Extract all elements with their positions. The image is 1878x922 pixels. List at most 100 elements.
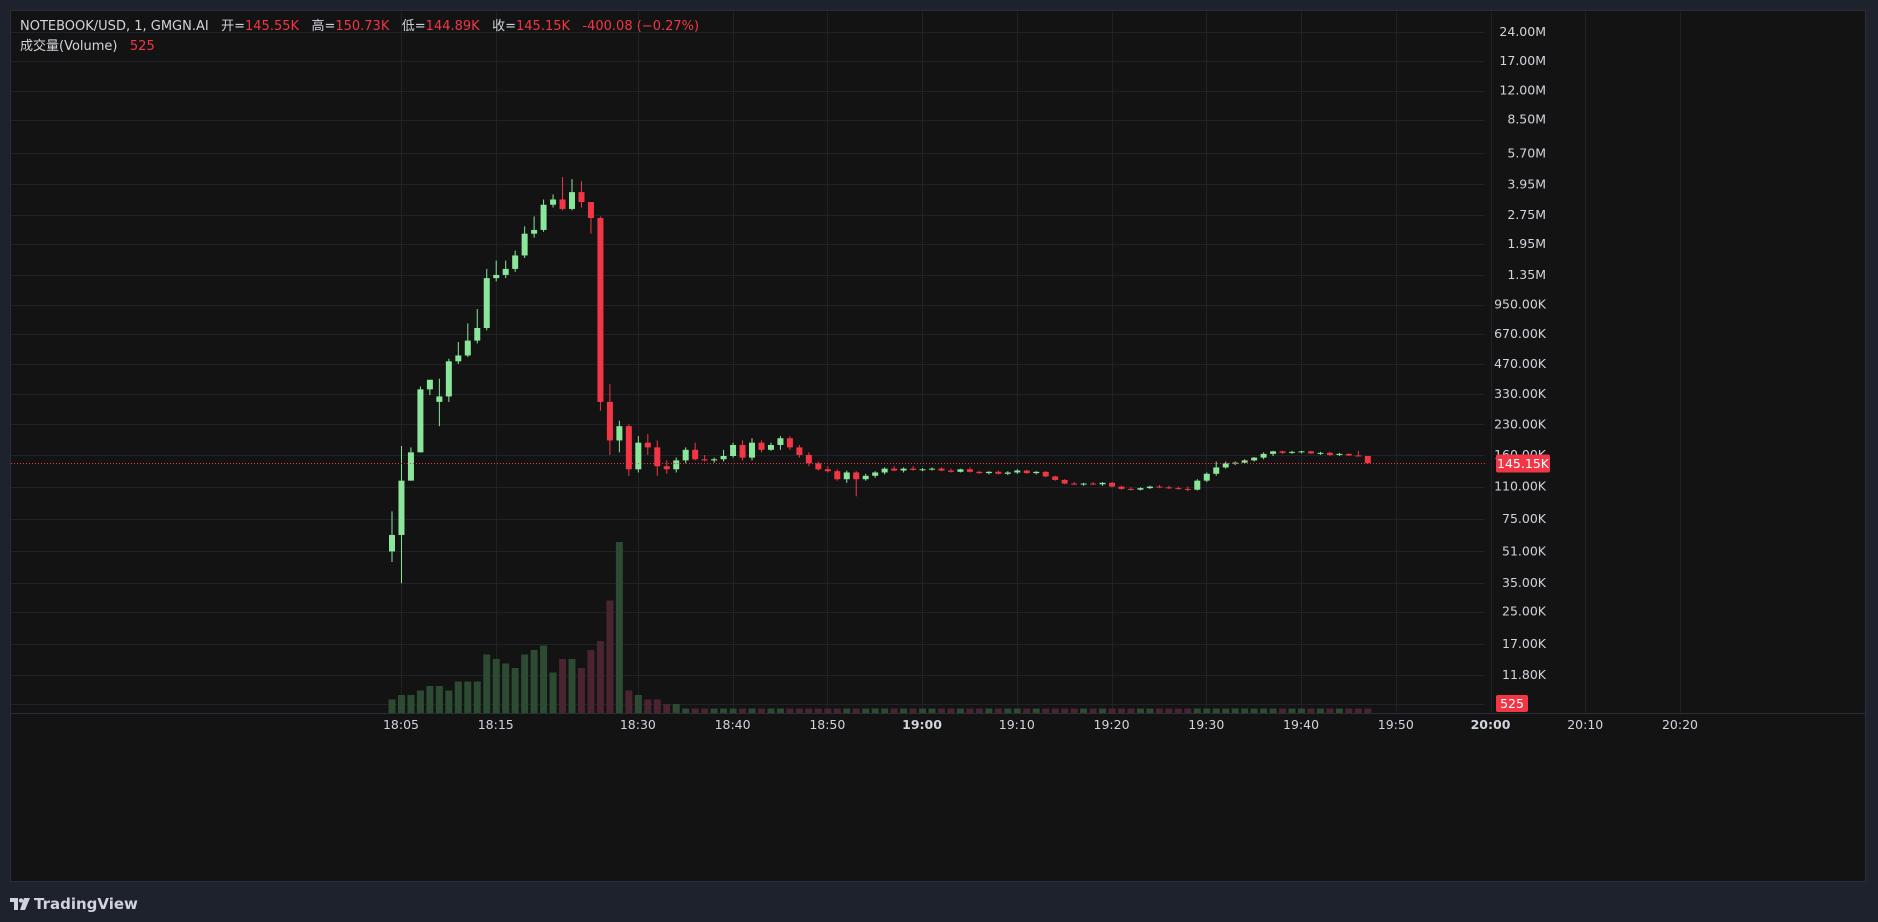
time-tick-label: 19:40 [1283, 717, 1319, 732]
volume-bar [1042, 708, 1050, 713]
candle-body [597, 217, 604, 402]
volume-bar [1231, 708, 1239, 713]
volume-bar [814, 708, 822, 713]
candle-body [1090, 483, 1097, 485]
ohlc-row: NOTEBOOK/USD, 1, GMGN.AI 开=145.55K 高=150… [20, 17, 699, 37]
price-tick-label: 11.80K [1502, 667, 1547, 682]
candle-body [587, 202, 594, 218]
volume-bar [1023, 708, 1031, 713]
volume-bar [1222, 708, 1230, 713]
candle-body [663, 466, 670, 470]
candle-body [692, 449, 699, 460]
volume-label[interactable]: 成交量(Volume) [20, 39, 118, 54]
chart-canvas[interactable]: 24.00M 17.00M 12.00M 8.50M 5.70M 3.95M 2.75M 1.… [11, 11, 1866, 882]
volume-bar [549, 672, 557, 713]
candle-body [1270, 451, 1277, 454]
candle-body [502, 268, 509, 275]
candle-body [1014, 470, 1021, 473]
volume-bar [1080, 708, 1088, 713]
change-value: -400.08 (−0.27%) [582, 19, 700, 34]
volume-bar [871, 708, 879, 713]
candle-body [777, 438, 784, 445]
symbol-title[interactable]: NOTEBOOK/USD, 1, GMGN.AI [20, 19, 209, 34]
volume-bar [568, 659, 576, 713]
candle-body [1184, 488, 1191, 490]
low-label: 低= [401, 19, 426, 34]
volume-bar [1316, 708, 1324, 713]
candle-body [1345, 453, 1352, 456]
time-axis[interactable]: 18:05 18:15 18:30 18:40 18:50 19:00 19:10 19:20… [11, 713, 1866, 733]
volume-badge-text: 525 [1500, 696, 1524, 711]
volume-bar [928, 708, 936, 713]
candle-body [1279, 451, 1286, 453]
volume-bar [966, 708, 974, 713]
volume-bar [1241, 708, 1249, 713]
volume-bar [464, 681, 472, 713]
time-tick-label: 19:20 [1094, 717, 1130, 732]
volume-bar [1335, 708, 1343, 713]
candle-body [389, 534, 395, 552]
volume-bar [426, 686, 434, 713]
candle-body [578, 192, 585, 203]
volume-bar [1298, 708, 1306, 713]
price-tick-label: 230.00K [1494, 416, 1547, 431]
candle-body [1251, 457, 1258, 461]
price-tick-label: 25.00K [1502, 604, 1547, 619]
candle-body [985, 471, 992, 474]
candle-body [1298, 451, 1305, 453]
volume-bar [388, 699, 396, 713]
volume-bar [739, 708, 747, 713]
volume-bar [559, 659, 567, 713]
volume-bar [720, 708, 728, 713]
volume-bar [1127, 708, 1135, 713]
candle-body [426, 379, 433, 390]
brand-name: TradingView [34, 895, 138, 913]
volume-bar [492, 659, 500, 713]
candle-body [1336, 453, 1343, 455]
volume-bar [1070, 708, 1078, 713]
candle-body [474, 327, 481, 341]
candle-body [569, 192, 576, 209]
candle-body [1109, 482, 1116, 487]
volume-bar [663, 704, 671, 713]
candle-body [749, 442, 756, 458]
volume-bar [1203, 708, 1211, 713]
candle-body [644, 442, 651, 448]
price-tick-label: 17.00K [1502, 636, 1547, 651]
candles [389, 177, 1371, 584]
volume-bar [1032, 708, 1040, 713]
volume-bar [634, 695, 642, 713]
tradingview-brand[interactable]: TradingView [10, 892, 138, 916]
volume-bar [843, 708, 851, 713]
price-tick-label: 3.95M [1507, 176, 1546, 191]
candle-body [938, 468, 945, 471]
candle-body [1023, 470, 1030, 474]
time-tick-label: 19:10 [999, 717, 1035, 732]
chart-panel[interactable]: 24.00M 17.00M 12.00M 8.50M 5.70M 3.95M 2.75M 1.… [10, 10, 1866, 882]
volume-bar [1089, 708, 1097, 713]
price-tick-label: 1.95M [1507, 236, 1546, 251]
candle-body [1042, 471, 1049, 477]
volume-bar [1307, 708, 1315, 713]
volume-bar [919, 708, 927, 713]
candle-body [1203, 473, 1210, 481]
candle-body [966, 469, 973, 472]
volume-bar [833, 708, 841, 713]
volume-bar [615, 542, 623, 713]
price-axis[interactable]: 24.00M 17.00M 12.00M 8.50M 5.70M 3.95M 2.75M 1.… [1494, 24, 1547, 682]
volume-bar [1288, 708, 1296, 713]
candle-body [445, 361, 452, 397]
time-tick-label: 20:20 [1662, 717, 1698, 732]
candle-body [1307, 451, 1314, 454]
candle-body [730, 444, 737, 457]
volume-bar [521, 654, 529, 713]
volume-bar [748, 708, 756, 713]
volume-bar [653, 699, 661, 713]
price-tick-label: 5.70M [1507, 145, 1546, 160]
candle-body [417, 389, 424, 453]
candle-body [1194, 480, 1201, 490]
candle-body [1364, 456, 1371, 464]
candle-body [1165, 487, 1172, 489]
candle-body [1137, 488, 1144, 490]
candle-body [625, 426, 632, 470]
